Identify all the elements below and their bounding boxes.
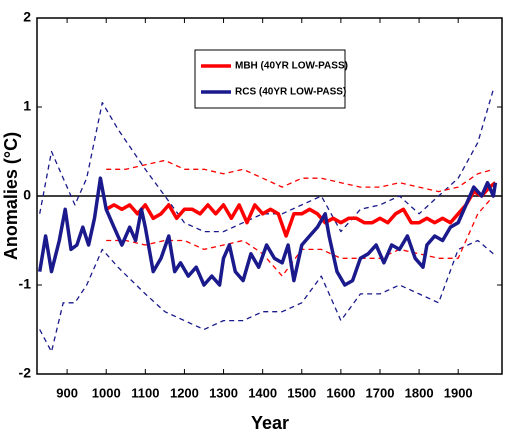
x-axis-label: Year xyxy=(251,413,289,433)
confidence-line xyxy=(39,89,495,233)
y-tick-label: -2 xyxy=(19,365,32,381)
y-tick-label: 2 xyxy=(23,9,31,25)
legend-label: MBH (40YR LOW-PASS) xyxy=(235,61,348,72)
confidence-line xyxy=(106,159,494,193)
legend-label: RCS (40YR LOW-PASS) xyxy=(235,87,346,98)
x-tick-label: 1700 xyxy=(366,385,395,400)
y-tick-label: 0 xyxy=(23,187,31,203)
series-line xyxy=(37,176,498,287)
x-tick-label: 1200 xyxy=(170,385,199,400)
x-tick-label: 1000 xyxy=(92,385,121,400)
x-tick-label: 1500 xyxy=(287,385,316,400)
x-tick-label: 1600 xyxy=(326,385,355,400)
legend-box xyxy=(194,49,346,109)
plot-frame xyxy=(36,17,503,375)
x-tick-label: 900 xyxy=(56,385,78,400)
series-line xyxy=(105,181,497,238)
x-tick-label: 1100 xyxy=(131,385,159,400)
x-tick-label: 1400 xyxy=(248,385,277,400)
y-tick-label: 1 xyxy=(23,98,31,114)
x-tick-label: 1800 xyxy=(405,385,434,400)
x-tick-label: 1900 xyxy=(444,385,473,400)
x-tick-label: 1300 xyxy=(209,385,238,400)
y-tick-label: -1 xyxy=(19,276,32,292)
y-axis-label: Anomalies (°C) xyxy=(1,132,21,260)
